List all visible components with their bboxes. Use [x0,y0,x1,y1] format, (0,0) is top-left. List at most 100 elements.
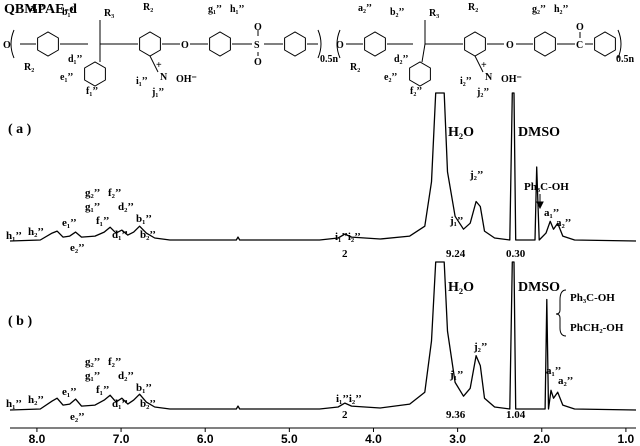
x-tick-label: 6.0 [197,432,214,446]
peak-label: j₁’’ [449,215,463,227]
bracket [555,289,567,337]
ring [284,31,306,57]
peak-label: b₂’’ [140,398,156,410]
structure-label: d₂’’ [394,54,408,65]
peak-label: f₂’’ [108,356,121,368]
peak-label: e₁’’ [62,217,77,229]
peak-label: g₂’’ [85,356,100,368]
peak-label: h₂’’ [28,394,44,406]
structure-label: g₂’’ [532,4,546,15]
structure-label: N [485,72,493,83]
spectrum [9,261,637,411]
peak-label: Ph₃C-OH [524,181,569,193]
structure-label: O [506,40,514,51]
peak-label: f₁’’ [96,215,109,227]
peak-label: H₂O [448,280,474,295]
peak-label: j₂’’ [469,169,483,181]
ring [139,31,161,57]
peak-label: b₁’’ [136,382,152,394]
structure-label: e₁’’ [60,72,73,83]
structure-label: O [3,40,11,51]
peak-label: Ph₃C-OH [570,292,615,304]
ring [364,31,386,57]
peak-label: i₁’’i₂’’ [336,393,362,405]
bracket [10,29,622,59]
peak-label: b₁’’ [136,213,152,225]
structure-label: 0.5n [320,54,339,65]
peak-label: a₁’’ [544,207,559,219]
peak-label: DMSO [518,125,560,140]
structure-label: a₁’’ [30,3,44,14]
structure-label: R₂ [143,2,153,13]
structure-label: d₁’’ [68,54,82,65]
structure-label: O [576,22,584,33]
structure-label: j₁’’ [151,87,164,98]
structure-label: f₂’’ [410,86,422,97]
chart-title: QBMPAE-d [4,2,77,17]
structure-label: g₁’’ [208,4,222,15]
x-tick-label: 1.0 [618,432,635,446]
spectrum [9,92,637,242]
peak-label: b₂’’ [140,229,156,241]
structure-label: h₂’’ [554,4,568,15]
x-tick-label: 2.0 [533,432,550,446]
panel-label: ( a ) [8,122,32,137]
peak-label: d₁’’ [112,229,128,241]
structure-label: N [160,72,168,83]
structure-label: R₂ [468,2,478,13]
structure-label: O [254,22,262,33]
bond [149,55,159,73]
structure-label: a₂’’ [358,3,372,14]
panel-label: ( b ) [8,314,32,329]
x-tick-label: 8.0 [29,432,46,446]
peak-label: g₂’’ [85,187,100,199]
peak-label: h₁’’ [6,230,22,242]
ring [534,31,556,57]
x-tick-label: 7.0 [113,432,130,446]
x-tick-label: 5.0 [281,432,298,446]
peak-label: e₁’’ [62,386,77,398]
ring [464,31,486,57]
peak-label: a₂’’ [556,217,571,229]
peak-label: DMSO [518,280,560,295]
structure-label: b₁’’ [62,7,76,18]
structure-label: e₂’’ [384,72,397,83]
structure-label: i₁’’ [136,76,148,87]
structure-label: b₂’’ [390,7,404,18]
peak-label: j₁’’ [449,369,463,381]
ring [209,31,231,57]
structure-label: i₂’’ [460,76,472,87]
integral: 2 [342,248,348,260]
structure-label: R₃ [429,8,439,19]
structure-label: j₂’’ [476,87,489,98]
peak-label: g₁’’ [85,201,100,213]
integral: 0.30 [506,248,526,260]
structure-label: O [336,40,344,51]
peak-label: h₁’’ [6,398,22,410]
integral: 9.24 [446,248,466,260]
structure-label: 0.5n [616,54,635,65]
structure-label: O [254,57,262,68]
structure-label: R₂ [24,62,34,73]
ring [37,31,59,57]
peak-label: i₁’’i₂’’ [335,231,361,243]
structure-label: OH⁻ [176,74,197,85]
ring [84,61,106,87]
peak-label: f₂’’ [108,187,121,199]
structure-label: f₁’’ [86,86,98,97]
structure-label: + [481,60,487,71]
structure-label: R₂ [350,62,360,73]
structure-label: C [576,40,583,51]
x-tick-label: 3.0 [449,432,466,446]
bond [474,55,484,73]
peak-label: h₂’’ [28,226,44,238]
peak-label: e₂’’ [70,242,85,254]
peak-label: PhCH₂-OH [570,322,624,334]
ring [409,61,431,87]
peak-label: e₂’’ [70,411,85,423]
bond [421,43,426,63]
structure-label: + [156,60,162,71]
integral: 2 [342,409,348,421]
peak-label: d₂’’ [118,370,134,382]
